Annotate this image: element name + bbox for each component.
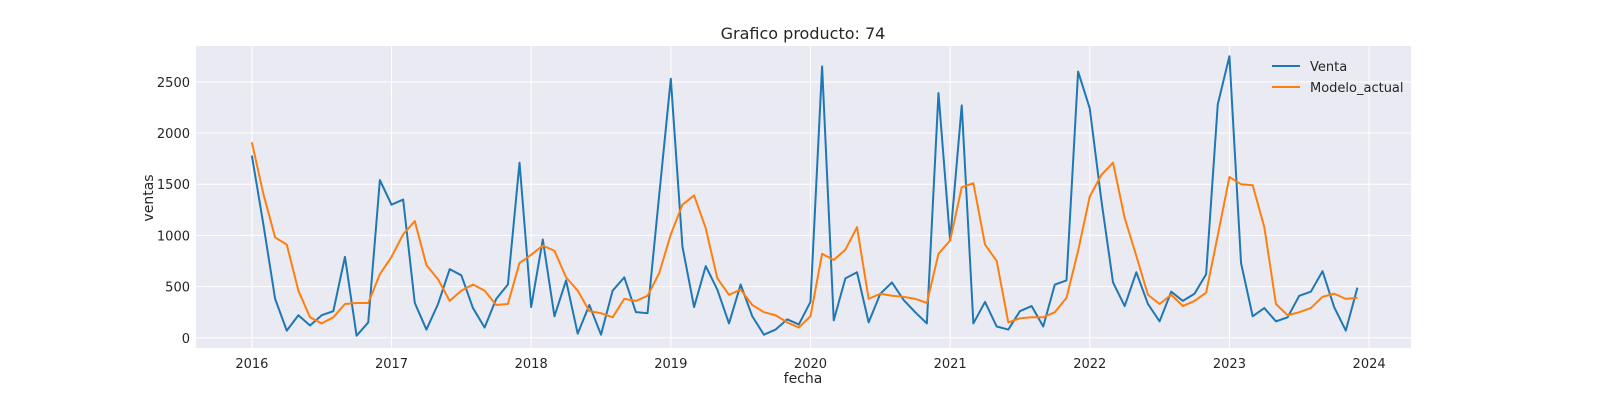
plot-background <box>196 46 1411 348</box>
x-tick-label: 2020 <box>794 357 827 372</box>
x-tick-label: 2017 <box>375 357 408 372</box>
chart-title: Grafico producto: 74 <box>721 24 886 43</box>
x-tick-label: 2023 <box>1213 357 1246 372</box>
x-tick-label: 2016 <box>235 357 268 372</box>
series-line-modelo-actual <box>250 142 1358 329</box>
x-tick-label: 2018 <box>515 357 548 372</box>
series-layer <box>250 55 1359 337</box>
legend: Venta Modelo_actual <box>1272 60 1404 96</box>
y-tick-label: 500 <box>165 281 190 296</box>
x-tick-labels: 2016 2017 2018 2019 2020 2021 2022 2023 2024 <box>235 357 1385 372</box>
x-axis-label: fecha <box>784 371 823 387</box>
x-tick-label: 2022 <box>1073 357 1106 372</box>
y-tick-labels: 0 500 1000 1500 2000 2500 <box>157 76 190 347</box>
y-tick-label: 0 <box>182 332 190 347</box>
y-tick-label: 2500 <box>157 76 190 91</box>
x-gridlines <box>251 46 1370 348</box>
y-tick-label: 1000 <box>157 229 190 244</box>
x-tick-label: 2021 <box>934 357 967 372</box>
y-tick-label: 1500 <box>157 178 190 193</box>
legend-label-venta: Venta <box>1310 60 1347 75</box>
series-line-venta <box>250 55 1359 337</box>
y-tick-label: 2000 <box>157 127 190 142</box>
x-tick-label: 2019 <box>654 357 687 372</box>
legend-label-modelo-actual: Modelo_actual <box>1310 81 1404 96</box>
x-tick-label: 2024 <box>1353 357 1386 372</box>
y-axis-label: ventas <box>141 174 157 221</box>
